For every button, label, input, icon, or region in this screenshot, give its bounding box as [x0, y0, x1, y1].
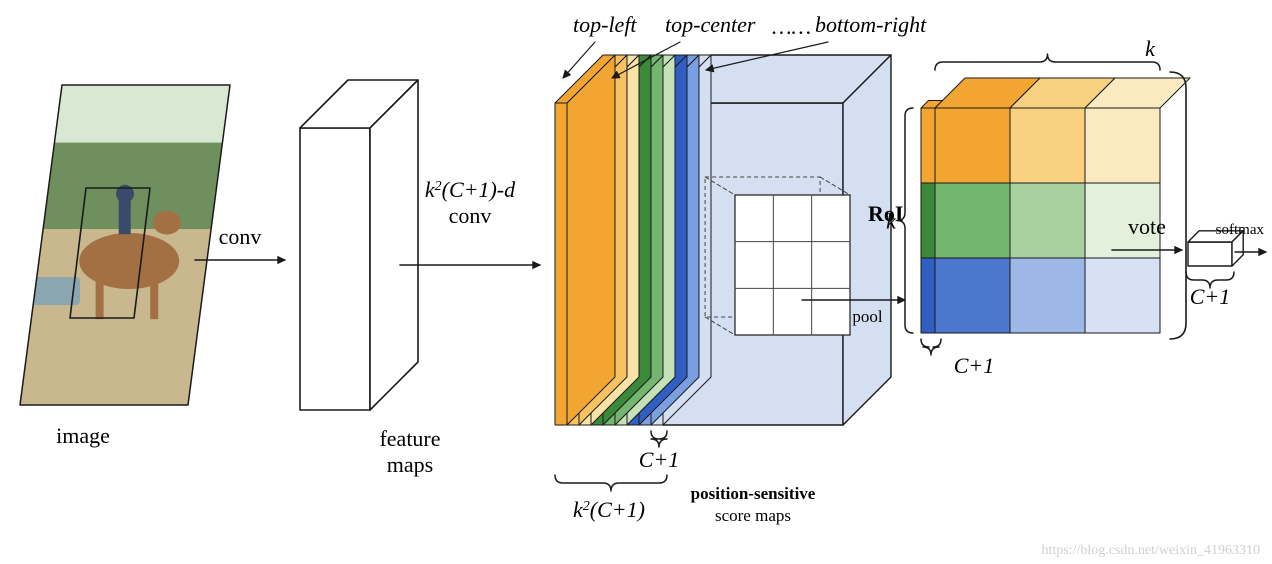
conv2-label-2: conv: [449, 203, 492, 228]
top-center-label: top-center: [665, 12, 756, 37]
cplus1-grid-label: C+1: [954, 353, 995, 378]
pool-label: pool: [852, 307, 883, 326]
top-left-label: top-left: [573, 12, 637, 37]
softmax-label: softmax: [1216, 222, 1265, 238]
k-top-label: k: [1145, 36, 1156, 61]
score-maps: RoItop-lefttop-center……bottom-rightC+1k2…: [555, 12, 927, 525]
cplus1-maps-label: C+1: [639, 447, 680, 472]
ps-label-1: position-sensitive: [691, 484, 816, 503]
k-left-label: k: [886, 209, 897, 234]
bottom-right-label: bottom-right: [815, 12, 927, 37]
cplus1-out-label: C+1: [1190, 284, 1231, 309]
output-box: C+1: [1186, 231, 1243, 309]
watermark: https://blog.csdn.net/weixin_41963310: [1041, 543, 1260, 558]
conv1-label: conv: [219, 224, 262, 249]
conv2-label-1: k2(C+1)-d: [425, 177, 516, 202]
dots-label: ……: [772, 14, 811, 39]
feature-maps-label-2: maps: [387, 452, 433, 477]
feature-maps: featuremaps: [300, 80, 441, 477]
vote-label: vote: [1128, 214, 1166, 239]
ps-label-2: score maps: [715, 506, 791, 525]
feature-maps-label-1: feature: [379, 426, 440, 451]
input-image: image: [20, 85, 230, 448]
k-grid: k k C+1: [886, 36, 1190, 378]
image-label: image: [56, 423, 110, 448]
ksq-label: k2(C+1): [573, 497, 645, 522]
